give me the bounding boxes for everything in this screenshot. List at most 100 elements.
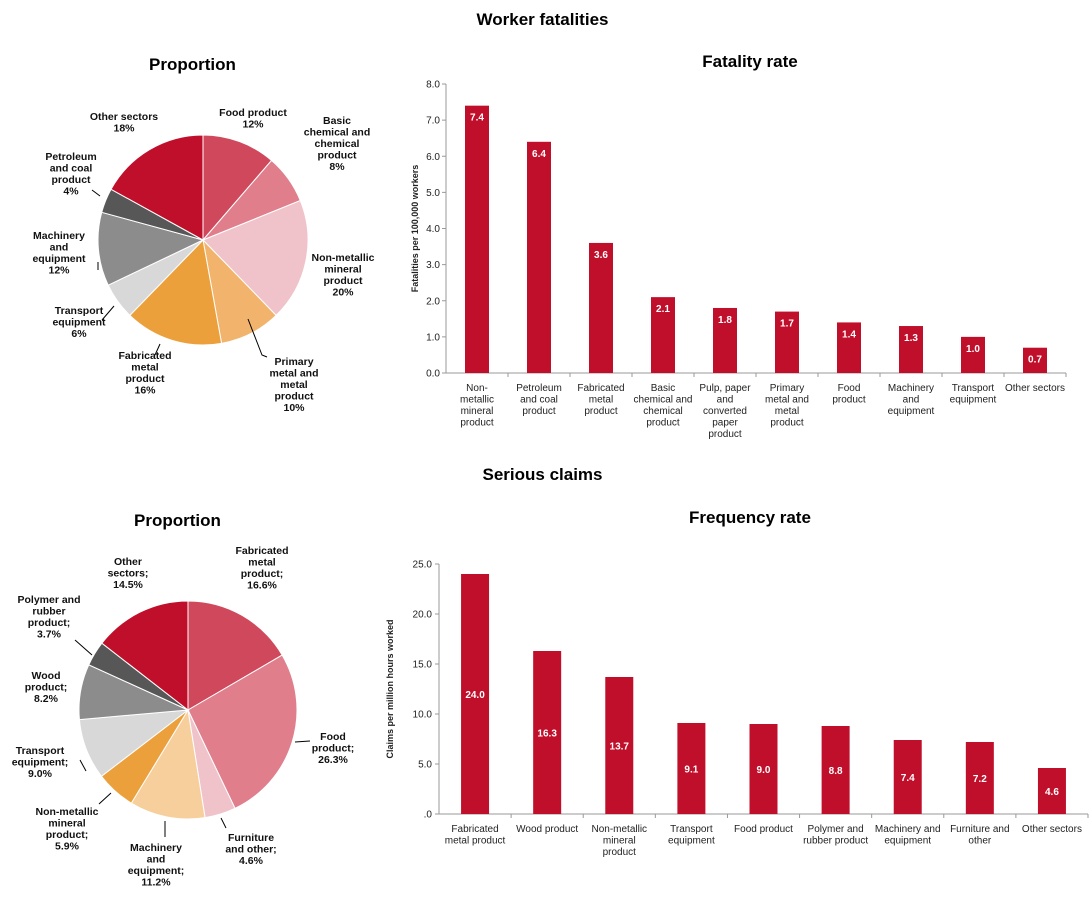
data-label: 0.7: [1028, 355, 1042, 366]
y-tick-label: .0: [424, 810, 433, 821]
pie-slice: [110, 134, 204, 241]
data-label: 13.7: [610, 742, 630, 753]
pie-slice: [202, 134, 273, 242]
bar: [527, 141, 551, 373]
category-label: Fabricated metal product: [577, 383, 624, 417]
data-label: 24.0: [465, 690, 485, 701]
pie-label: Petroleum and coal product 4%: [45, 151, 96, 198]
data-label: 16.3: [537, 729, 557, 740]
bar: [589, 242, 613, 373]
bar: [899, 326, 923, 373]
pie-label: Primary metal and metal product 10%: [269, 356, 318, 414]
leader-line: [101, 305, 115, 321]
data-label: 7.4: [901, 773, 915, 784]
data-label: 7.2: [973, 774, 987, 785]
leader-line: [91, 189, 101, 197]
pie-label: Fabricated metal product 16%: [118, 350, 171, 397]
pie-label: Fabricated metal product; 16.6%: [235, 545, 288, 592]
pie-label: Food product 12%: [219, 107, 287, 131]
category-label: Wood product: [516, 824, 578, 835]
y-tick-label: 2.0: [426, 296, 440, 307]
bar: [1023, 347, 1047, 373]
data-label: 8.8: [829, 766, 843, 777]
bar: [965, 742, 994, 814]
data-label: 1.3: [904, 333, 918, 344]
pie-label: Furniture and other; 4.6%: [225, 832, 276, 867]
pie-label: Transport equipment 6%: [52, 305, 106, 340]
category-label: Other sectors: [1005, 383, 1065, 394]
category-label: Fabricated metal product: [445, 824, 506, 847]
data-label: 7.4: [470, 113, 484, 124]
leader-line: [74, 639, 93, 656]
data-label: 2.1: [656, 304, 670, 315]
category-label: Non-metallic mineral product: [460, 383, 494, 429]
category-label: Polymer and rubber product: [803, 824, 868, 847]
y-axis-label: Claims per million hours worked: [385, 619, 395, 758]
bar: [677, 723, 706, 814]
pie-slice: [101, 600, 189, 712]
data-label: 6.4: [532, 149, 546, 160]
category-label: Machinery and equipment: [875, 824, 941, 847]
category-label: Pulp, paper and converted paper product: [699, 383, 751, 440]
leader-line: [294, 740, 311, 743]
category-label: Furniture and other: [950, 824, 1009, 847]
pie-slice: [202, 199, 309, 317]
bar: [605, 677, 634, 814]
category-label: Transport equipment: [950, 383, 997, 406]
pie-label: Transport equipment; 9.0%: [12, 745, 69, 780]
pie1-title: Proportion: [149, 55, 236, 74]
data-label: 9.1: [684, 765, 698, 776]
y-tick-label: 6.0: [426, 152, 440, 163]
pie-label: Polymer and rubber product; 3.7%: [17, 594, 80, 641]
pie-slice: [129, 238, 223, 346]
y-tick-label: 5.0: [418, 760, 432, 771]
bar: [461, 574, 490, 814]
bar: [961, 336, 985, 373]
pie-label: Food product; 26.3%: [312, 731, 355, 766]
y-tick-label: 7.0: [426, 116, 440, 127]
y-tick-label: 10.0: [413, 710, 433, 721]
bar: [651, 297, 675, 373]
pie-label: Basic chemical and chemical product 8%: [304, 115, 371, 173]
data-label: 1.7: [780, 319, 794, 330]
category-label: Food product: [832, 383, 866, 406]
y-tick-label: 1.0: [426, 332, 440, 343]
category-label: Transport equipment: [668, 824, 715, 847]
section-title-fatalities: Worker fatalities: [476, 10, 609, 29]
y-axis-label: Fatalities per 100,000 workers: [410, 165, 420, 293]
leader-line: [98, 792, 112, 805]
data-label: 4.6: [1045, 787, 1059, 798]
pie-label: Non-metallic mineral product; 5.9%: [35, 806, 98, 853]
bar2-title: Frequency rate: [689, 508, 811, 527]
data-label: 1.4: [842, 329, 856, 340]
bar: [1037, 768, 1066, 814]
bar: [821, 726, 850, 814]
bar: [533, 651, 562, 814]
leader-line: [247, 318, 268, 358]
data-label: 3.6: [594, 250, 608, 261]
pie-label: Other sectors 18%: [90, 111, 158, 135]
leader-line: [79, 759, 87, 772]
category-label: Food product: [734, 824, 793, 835]
data-label: 1.0: [966, 344, 980, 355]
section-title-claims: Serious claims: [482, 465, 603, 484]
category-label: Other sectors: [1022, 824, 1082, 835]
bar: [713, 307, 737, 373]
pie-label: Machinery and equipment; 11.2%: [128, 842, 185, 889]
category-label: Non-metallic mineral product: [591, 824, 647, 858]
bar: [465, 105, 489, 374]
pie-slice: [130, 708, 206, 820]
bar: [893, 740, 922, 814]
y-tick-label: 20.0: [413, 610, 433, 621]
pie-slice: [187, 600, 283, 711]
pie-slice: [187, 654, 298, 809]
y-tick-label: 0.0: [426, 369, 440, 380]
y-tick-label: 3.0: [426, 260, 440, 271]
bar: [837, 322, 861, 373]
data-label: 1.8: [718, 315, 732, 326]
leader-line: [220, 817, 227, 829]
leader-line: [154, 343, 161, 356]
y-tick-label: 15.0: [413, 660, 433, 671]
category-label: Basic chemical and chemical product: [634, 383, 693, 429]
